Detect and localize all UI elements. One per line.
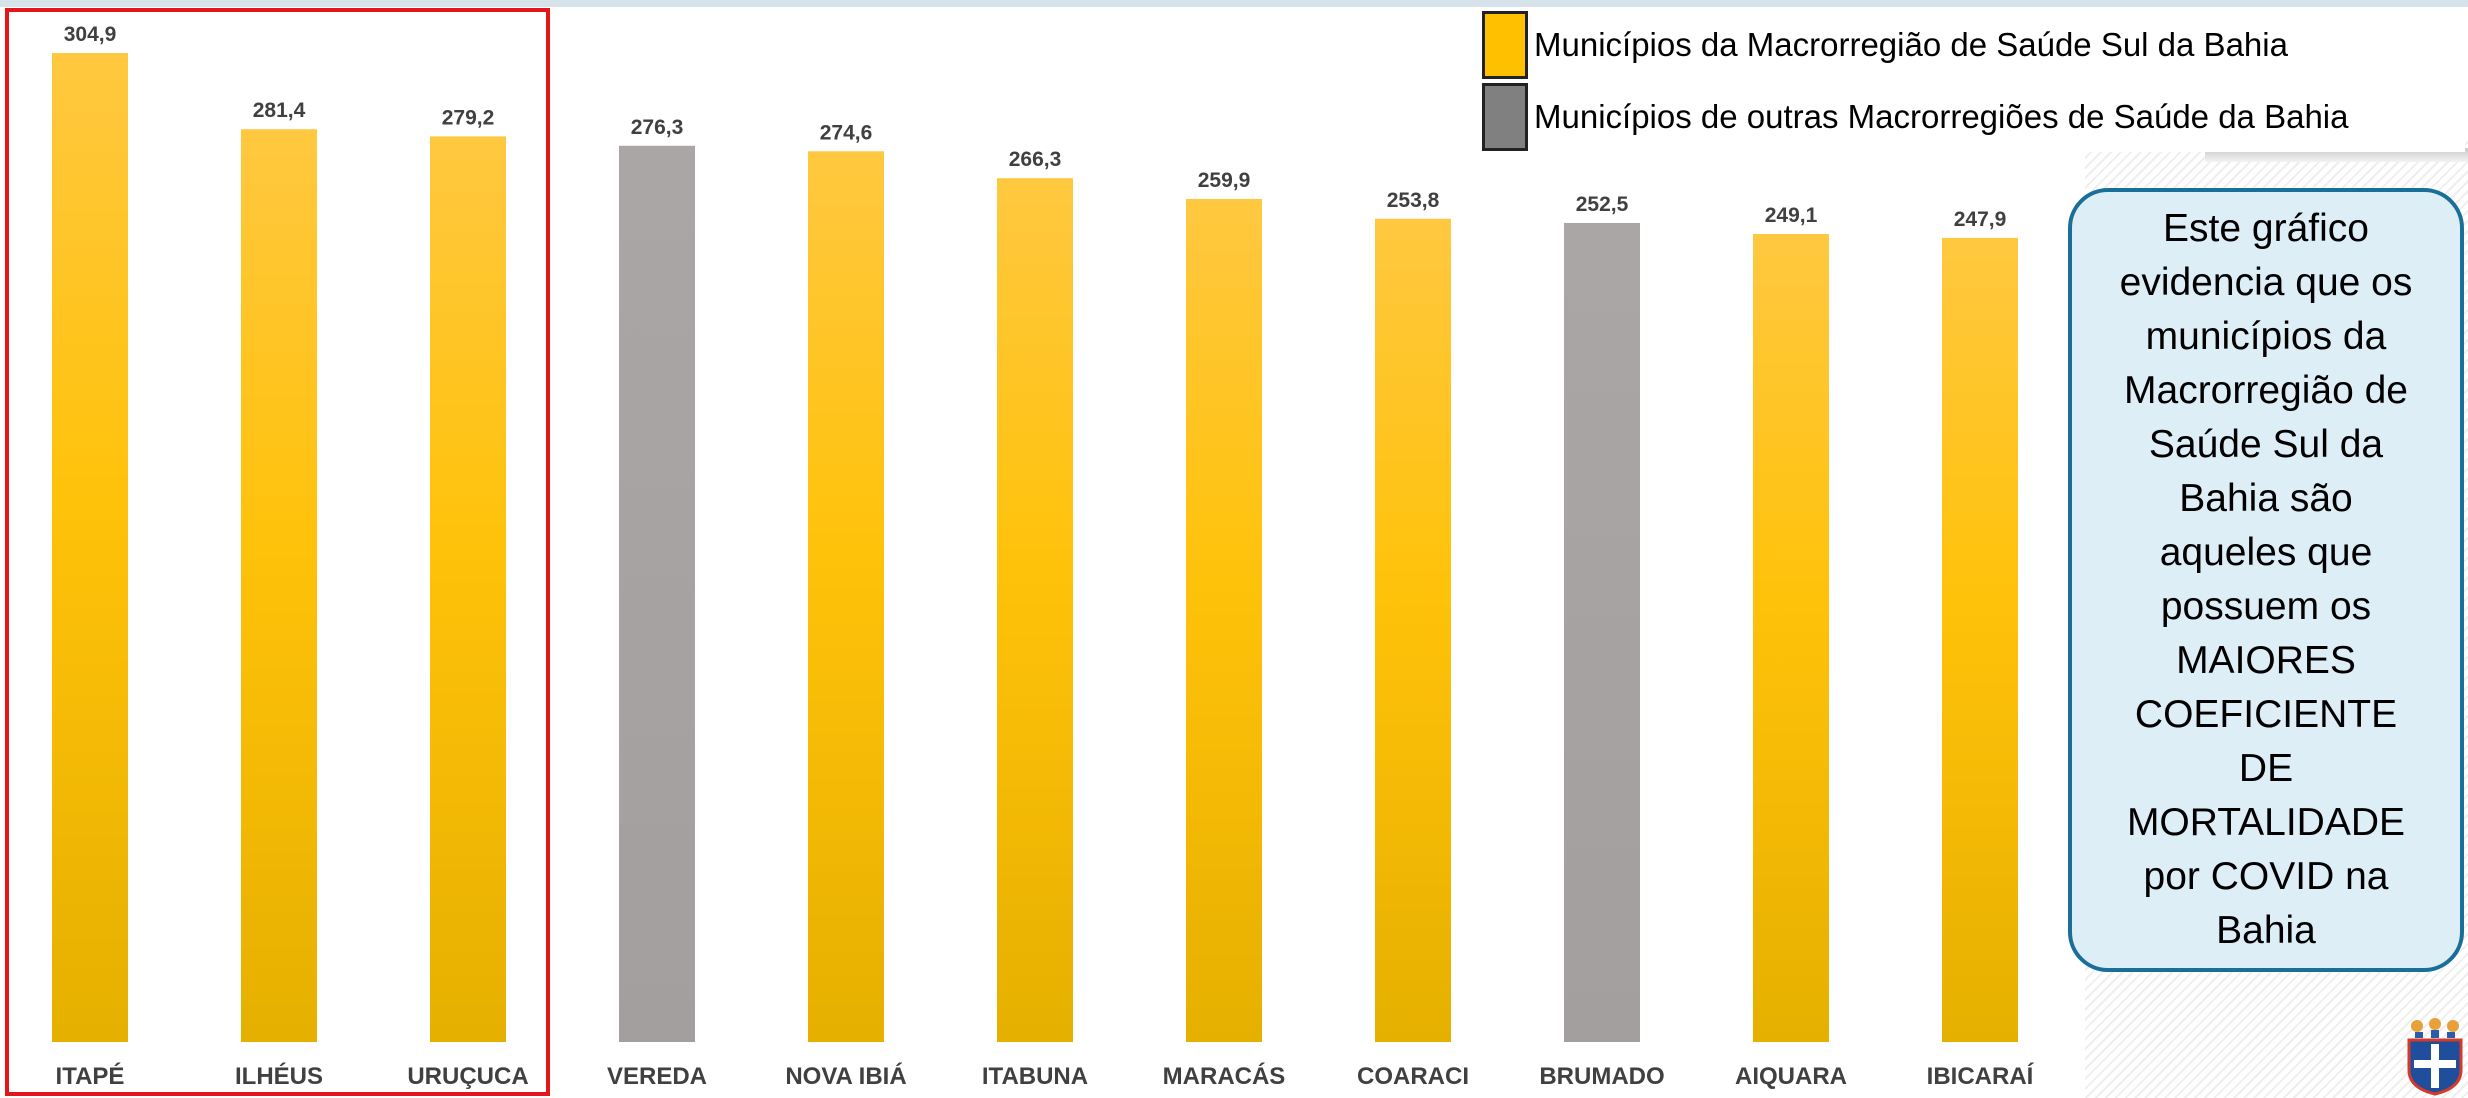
category-label-coaraci: COARACI <box>1357 1063 1469 1090</box>
category-labels-group: ITAPÉ ILHÉUS URUÇUCA VEREDA NOVA IBIÁ ITABUNA… <box>56 1062 2035 1090</box>
value-label-brumado: 252,5 <box>1576 193 1629 216</box>
bar-ibicarai <box>1942 237 2018 1042</box>
category-label-ibicarai: IBICARAÍ <box>1927 1062 2035 1090</box>
legend-swatch-sul <box>1482 11 1528 79</box>
value-label-aiquara: 249,1 <box>1765 204 1818 227</box>
legend-swatch-outras <box>1482 83 1528 151</box>
value-label-maracas: 259,9 <box>1198 169 1251 192</box>
category-label-itape: ITAPÉ <box>56 1062 125 1090</box>
legend-item-outras: Municípios de outras Macrorregiões de Sa… <box>1482 82 2348 152</box>
category-label-nova-ibia: NOVA IBIÁ <box>785 1062 906 1090</box>
bar-itape <box>52 53 128 1042</box>
bars-group <box>52 53 2018 1043</box>
callout-text: Este gráfico evidencia que os municípios… <box>2119 207 2413 952</box>
category-label-maracas: MARACÁS <box>1163 1062 1286 1090</box>
bar-aiquara <box>1753 233 1829 1043</box>
category-label-ilheus: ILHÉUS <box>235 1062 323 1090</box>
bar-maracas <box>1186 198 1262 1043</box>
category-label-vereda: VEREDA <box>607 1063 707 1090</box>
value-label-itabuna: 266,3 <box>1009 148 1062 171</box>
coat-of-arms-icon <box>2407 1018 2463 1096</box>
value-label-ibicarai: 247,9 <box>1954 208 2007 231</box>
value-label-nova-ibia: 274,6 <box>820 121 873 144</box>
value-labels-group: 304,9 281,4 279,2 276,3 274,6 266,3 259,9 253,8… <box>64 23 2007 231</box>
category-label-brumado: BRUMADO <box>1539 1063 1664 1090</box>
bar-nova-ibia <box>808 151 884 1043</box>
bar-coaraci <box>1375 218 1451 1042</box>
value-label-coaraci: 253,8 <box>1387 189 1440 212</box>
category-label-urucuca: URUÇUCA <box>407 1063 528 1090</box>
category-label-itabuna: ITABUNA <box>982 1063 1088 1090</box>
bar-urucuca <box>430 136 506 1043</box>
legend: Municípios da Macrorregião de Saúde Sul … <box>1482 10 2465 152</box>
bar-ilheus <box>241 129 317 1043</box>
callout-box: Este gráfico evidencia que os municípios… <box>2068 188 2464 972</box>
legend-label-outras: Municípios de outras Macrorregiões de Sa… <box>1534 98 2349 135</box>
legend-item-sul: Municípios da Macrorregião de Saúde Sul … <box>1482 10 2288 80</box>
highlight-box <box>5 8 550 1096</box>
category-label-aiquara: AIQUARA <box>1735 1063 1847 1090</box>
legend-label-sul: Municípios da Macrorregião de Saúde Sul … <box>1534 26 2288 63</box>
value-label-itape: 304,9 <box>64 23 117 46</box>
value-label-ilheus: 281,4 <box>253 99 306 122</box>
bar-vereda <box>619 145 695 1043</box>
bar-chart: 304,9 281,4 279,2 276,3 274,6 266,3 259,9 253,8… <box>52 23 2035 1090</box>
value-label-urucuca: 279,2 <box>442 106 495 129</box>
bar-brumado <box>1564 222 1640 1042</box>
value-label-vereda: 276,3 <box>631 116 684 139</box>
bar-itabuna <box>997 178 1073 1042</box>
top-strip <box>0 0 2468 7</box>
